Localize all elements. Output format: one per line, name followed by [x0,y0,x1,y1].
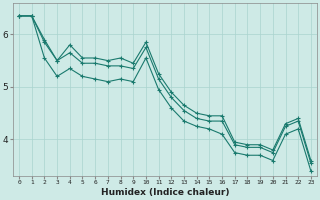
X-axis label: Humidex (Indice chaleur): Humidex (Indice chaleur) [101,188,229,197]
